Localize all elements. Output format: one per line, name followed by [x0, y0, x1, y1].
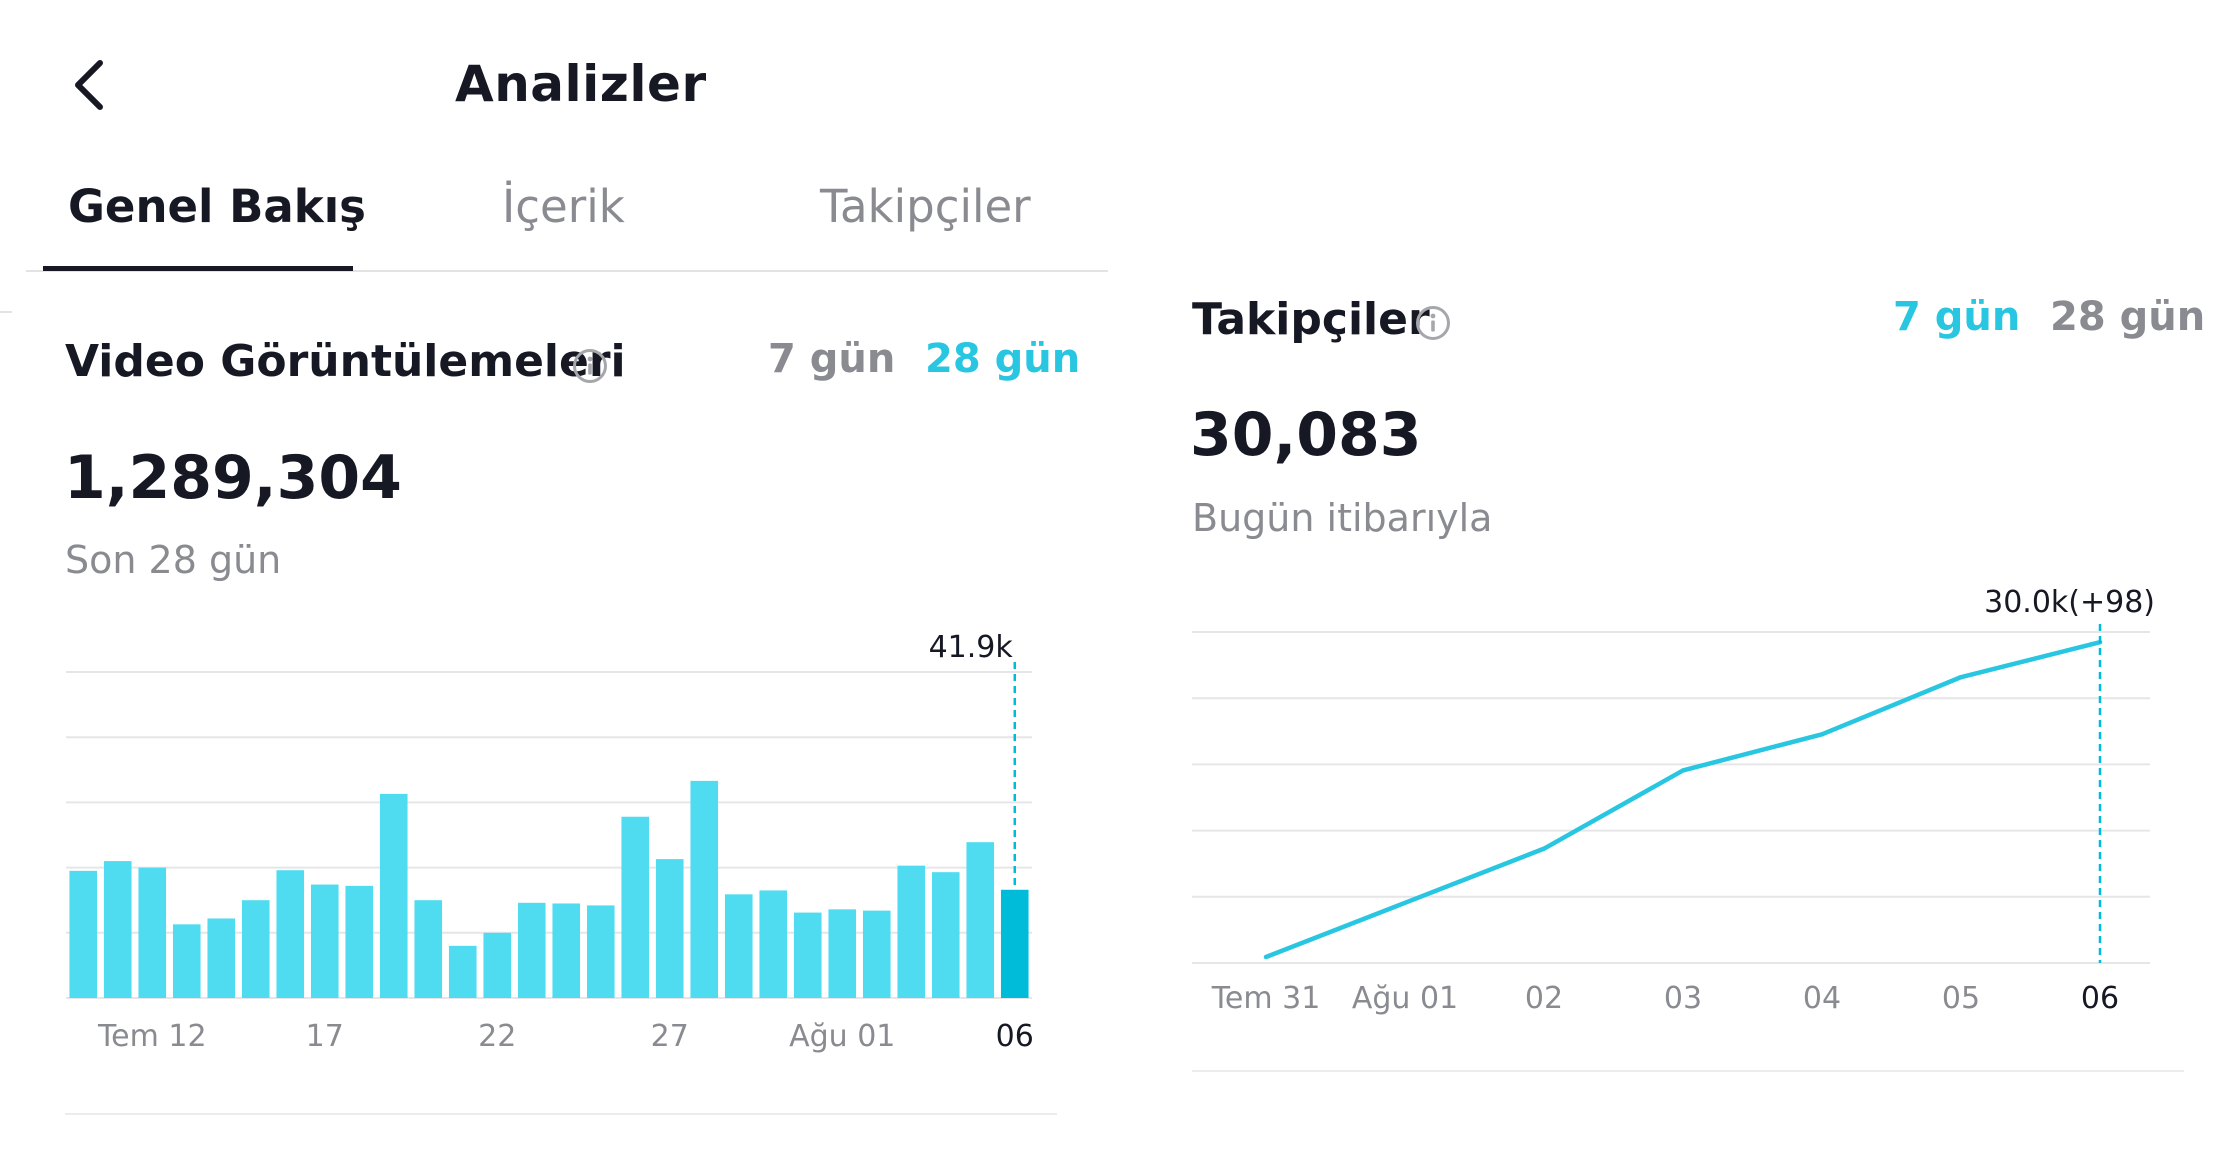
- x-tick-label: 02: [1525, 981, 1563, 1016]
- tab-overview[interactable]: Genel Bakış: [68, 180, 366, 233]
- bar: [345, 885, 374, 998]
- followers-line-chart[interactable]: 30.0k(+98) Tem 31 Ağu 01 02 03 04 05 06: [1150, 580, 2228, 1020]
- back-button[interactable]: [60, 55, 120, 115]
- bar: [276, 870, 305, 998]
- followers-period: Bugün itibarıyla: [1192, 496, 1493, 540]
- bar: [483, 932, 512, 998]
- bar: [207, 918, 236, 998]
- bar: [586, 905, 615, 998]
- bar: [862, 910, 891, 998]
- bar: [69, 870, 98, 998]
- x-tick-label: 06: [996, 1019, 1034, 1054]
- bar: [931, 872, 960, 998]
- bar: [966, 842, 995, 998]
- series-line: [1263, 639, 2103, 960]
- bar: [724, 894, 753, 998]
- x-tick-label: Ağu 01: [789, 1019, 895, 1054]
- bar: [138, 867, 167, 998]
- info-icon[interactable]: [572, 348, 608, 384]
- selected-value-label: 30.0k(+98): [1984, 585, 2155, 620]
- followers-range-7-days[interactable]: 7 gün: [1893, 294, 2021, 340]
- bar: [379, 793, 408, 998]
- tab-divider: [26, 270, 1108, 272]
- views-bar-chart[interactable]: 41.9k Tem 12 17 22 27 Ağu 01 06: [0, 620, 1110, 1060]
- x-tick-label: Tem 31: [1211, 981, 1321, 1016]
- bar: [414, 900, 443, 998]
- x-tick-label: 05: [1942, 981, 1980, 1016]
- tab-active-indicator: [43, 266, 353, 271]
- x-tick-label: Tem 12: [97, 1019, 207, 1054]
- views-title: Video Görüntülemeleri: [65, 336, 626, 387]
- divider: [0, 311, 12, 313]
- data-point: [1403, 900, 1407, 905]
- x-tick-label: 27: [651, 1019, 689, 1054]
- views-period: Son 28 gün: [65, 538, 282, 582]
- x-tick-label: 04: [1803, 981, 1841, 1016]
- bar: [828, 909, 857, 998]
- views-total: 1,289,304: [64, 443, 402, 513]
- bar: [793, 912, 822, 998]
- followers-title: Takipçiler: [1192, 294, 1430, 345]
- tab-followers[interactable]: Takipçiler: [820, 180, 1031, 233]
- bar: [172, 924, 201, 998]
- views-range-28-days[interactable]: 28 gün: [925, 336, 1081, 382]
- x-tick-label: Ağu 01: [1352, 981, 1458, 1016]
- followers-total: 30,083: [1190, 400, 1422, 470]
- x-tick-label: 06: [2081, 981, 2119, 1016]
- selected-value-label: 41.9k: [929, 630, 1014, 665]
- section-divider: [65, 1113, 1057, 1115]
- bar: [759, 890, 788, 998]
- bar: [448, 945, 477, 998]
- bar: [241, 900, 270, 998]
- views-range-7-days[interactable]: 7 gün: [768, 336, 896, 382]
- info-icon[interactable]: [1415, 305, 1451, 341]
- bar: [621, 816, 650, 998]
- data-point: [1820, 732, 1824, 737]
- x-tick-label: 17: [306, 1019, 344, 1054]
- bar: [517, 902, 546, 998]
- bar: [310, 884, 339, 998]
- data-point: [1542, 846, 1546, 851]
- bar: [690, 780, 719, 998]
- bar: [552, 903, 581, 998]
- page-title: Analizler: [455, 55, 707, 113]
- x-tick-label: 22: [478, 1019, 516, 1054]
- x-tick-label: 03: [1664, 981, 1702, 1016]
- bar: [655, 859, 684, 998]
- data-point: [1959, 675, 1963, 680]
- bar: [897, 865, 926, 998]
- followers-range-28-days[interactable]: 28 gün: [2050, 294, 2206, 340]
- chevron-left-icon: [75, 60, 103, 110]
- data-point: [1681, 768, 1685, 773]
- data-point: [1264, 954, 1268, 959]
- tab-content[interactable]: İçerik: [502, 180, 625, 233]
- section-divider: [1192, 1070, 2184, 1072]
- bar: [103, 861, 132, 998]
